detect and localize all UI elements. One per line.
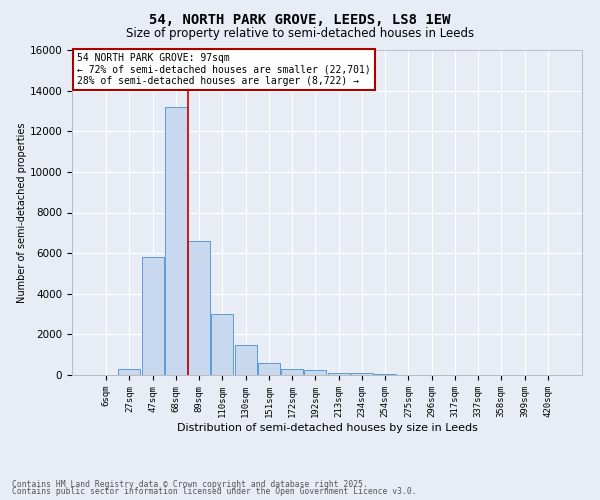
Bar — [304, 370, 326, 375]
Bar — [235, 345, 257, 375]
Bar — [351, 374, 373, 375]
Text: Contains HM Land Registry data © Crown copyright and database right 2025.: Contains HM Land Registry data © Crown c… — [12, 480, 368, 489]
Bar — [374, 374, 396, 375]
Bar — [258, 363, 280, 375]
Y-axis label: Number of semi-detached properties: Number of semi-detached properties — [17, 122, 27, 302]
X-axis label: Distribution of semi-detached houses by size in Leeds: Distribution of semi-detached houses by … — [176, 422, 478, 432]
Bar — [118, 368, 140, 375]
Text: Contains public sector information licensed under the Open Government Licence v3: Contains public sector information licen… — [12, 488, 416, 496]
Text: 54, NORTH PARK GROVE, LEEDS, LS8 1EW: 54, NORTH PARK GROVE, LEEDS, LS8 1EW — [149, 12, 451, 26]
Bar — [211, 314, 233, 375]
Text: 54 NORTH PARK GROVE: 97sqm
← 72% of semi-detached houses are smaller (22,701)
28: 54 NORTH PARK GROVE: 97sqm ← 72% of semi… — [77, 53, 371, 86]
Text: Size of property relative to semi-detached houses in Leeds: Size of property relative to semi-detach… — [126, 28, 474, 40]
Bar — [165, 107, 187, 375]
Bar — [142, 257, 164, 375]
Bar — [281, 368, 303, 375]
Bar — [188, 241, 210, 375]
Bar — [328, 372, 350, 375]
